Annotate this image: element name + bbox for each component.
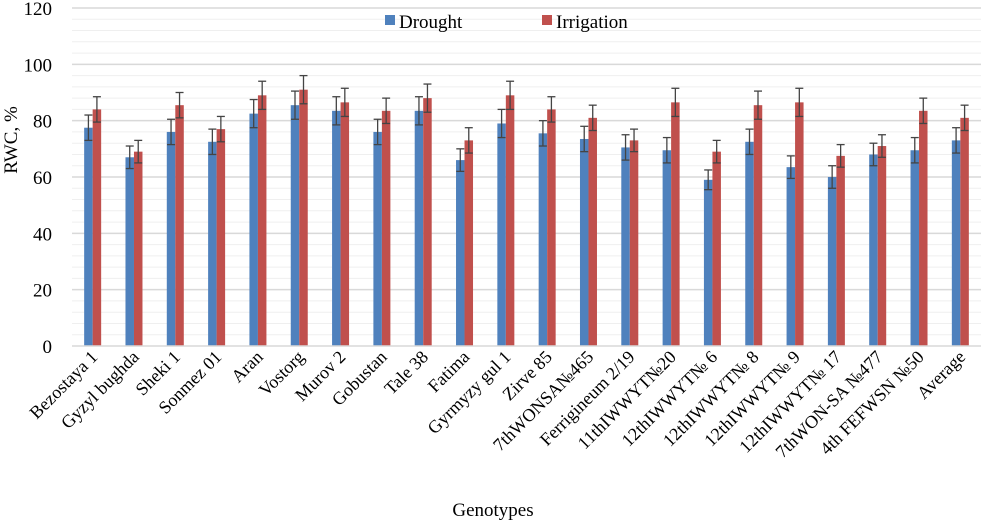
bar-drought bbox=[951, 140, 961, 346]
bar-drought bbox=[869, 154, 878, 346]
bar-drought bbox=[208, 141, 217, 346]
bar-drought bbox=[414, 110, 424, 346]
bar-drought bbox=[84, 127, 93, 346]
y-tick-label: 120 bbox=[24, 0, 53, 20]
y-tick-label: 20 bbox=[33, 281, 52, 302]
y-axis-title: RWC, % bbox=[1, 106, 22, 174]
legend-label-irrigation: Irrigation bbox=[556, 12, 628, 33]
bar-irrigation bbox=[299, 89, 308, 346]
bar-drought bbox=[332, 110, 341, 346]
bars bbox=[84, 89, 969, 347]
bar-drought bbox=[538, 133, 548, 346]
bar-drought bbox=[621, 147, 630, 346]
y-tick-label: 0 bbox=[43, 337, 53, 358]
bar-drought bbox=[249, 113, 258, 346]
bar-irrigation bbox=[588, 117, 597, 346]
error-bars bbox=[84, 74, 969, 191]
bar-irrigation bbox=[671, 102, 680, 346]
bar-irrigation bbox=[133, 151, 143, 346]
y-tick-label: 80 bbox=[33, 112, 52, 133]
bar-irrigation bbox=[505, 95, 515, 346]
y-tick-label: 40 bbox=[33, 224, 52, 245]
bar-drought bbox=[786, 167, 796, 346]
x-axis-title: Genotypes bbox=[452, 500, 533, 521]
bar-drought bbox=[827, 177, 837, 346]
bar-irrigation bbox=[919, 110, 928, 346]
bar-drought bbox=[166, 131, 176, 346]
bar-drought bbox=[745, 141, 754, 346]
legend-swatch-irrigation bbox=[542, 15, 552, 25]
bar-irrigation bbox=[795, 102, 804, 346]
bar-irrigation bbox=[216, 129, 226, 346]
bar-irrigation bbox=[712, 151, 721, 346]
bar-drought bbox=[703, 179, 713, 346]
bar-drought bbox=[579, 138, 589, 346]
bar-irrigation bbox=[340, 102, 350, 346]
bar-drought bbox=[662, 150, 672, 346]
bar-irrigation bbox=[836, 155, 845, 346]
bar-irrigation bbox=[629, 140, 639, 346]
bar-irrigation bbox=[464, 140, 474, 346]
bar-irrigation bbox=[753, 105, 763, 346]
bar-irrigation bbox=[877, 146, 887, 346]
bar-irrigation bbox=[257, 95, 267, 346]
legend-label-drought: Drought bbox=[399, 12, 463, 33]
bar-irrigation bbox=[547, 109, 556, 347]
y-tick-label: 60 bbox=[33, 168, 52, 189]
bar-irrigation bbox=[381, 110, 391, 346]
bar-drought bbox=[497, 123, 506, 346]
bar-drought bbox=[290, 105, 300, 346]
bar-drought bbox=[373, 131, 382, 346]
bar-drought bbox=[910, 150, 920, 346]
y-axis-ticks: 0 20 40 60 80 100 120 bbox=[24, 0, 53, 358]
y-tick-label: 100 bbox=[24, 55, 53, 76]
bar-drought bbox=[125, 157, 134, 346]
bar-irrigation bbox=[175, 105, 184, 346]
bar-irrigation bbox=[423, 98, 432, 346]
bar-drought bbox=[456, 160, 465, 346]
bar-irrigation bbox=[92, 109, 102, 347]
legend-swatch-drought bbox=[385, 15, 395, 25]
legend: Drought Irrigation bbox=[385, 12, 628, 33]
x-tick-label: Tale 38 bbox=[380, 347, 432, 399]
bar-irrigation bbox=[960, 117, 969, 346]
